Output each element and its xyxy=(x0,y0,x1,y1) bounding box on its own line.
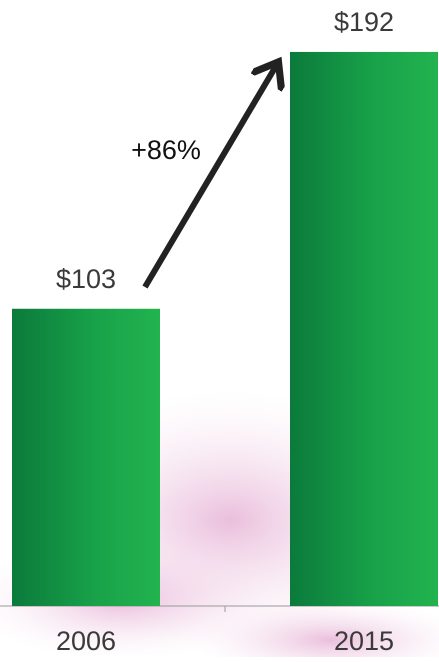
bar xyxy=(290,52,438,606)
growth-arrow xyxy=(145,66,276,287)
chart: +86% $103 2006 $192 2015 xyxy=(0,0,439,657)
annotation: +86% xyxy=(131,135,201,165)
x-tick-label: 2006 xyxy=(56,626,116,656)
x-tick-label: 2015 xyxy=(334,626,394,656)
value-label: $103 xyxy=(56,264,116,294)
bar xyxy=(12,309,160,606)
value-label: $192 xyxy=(334,7,394,37)
